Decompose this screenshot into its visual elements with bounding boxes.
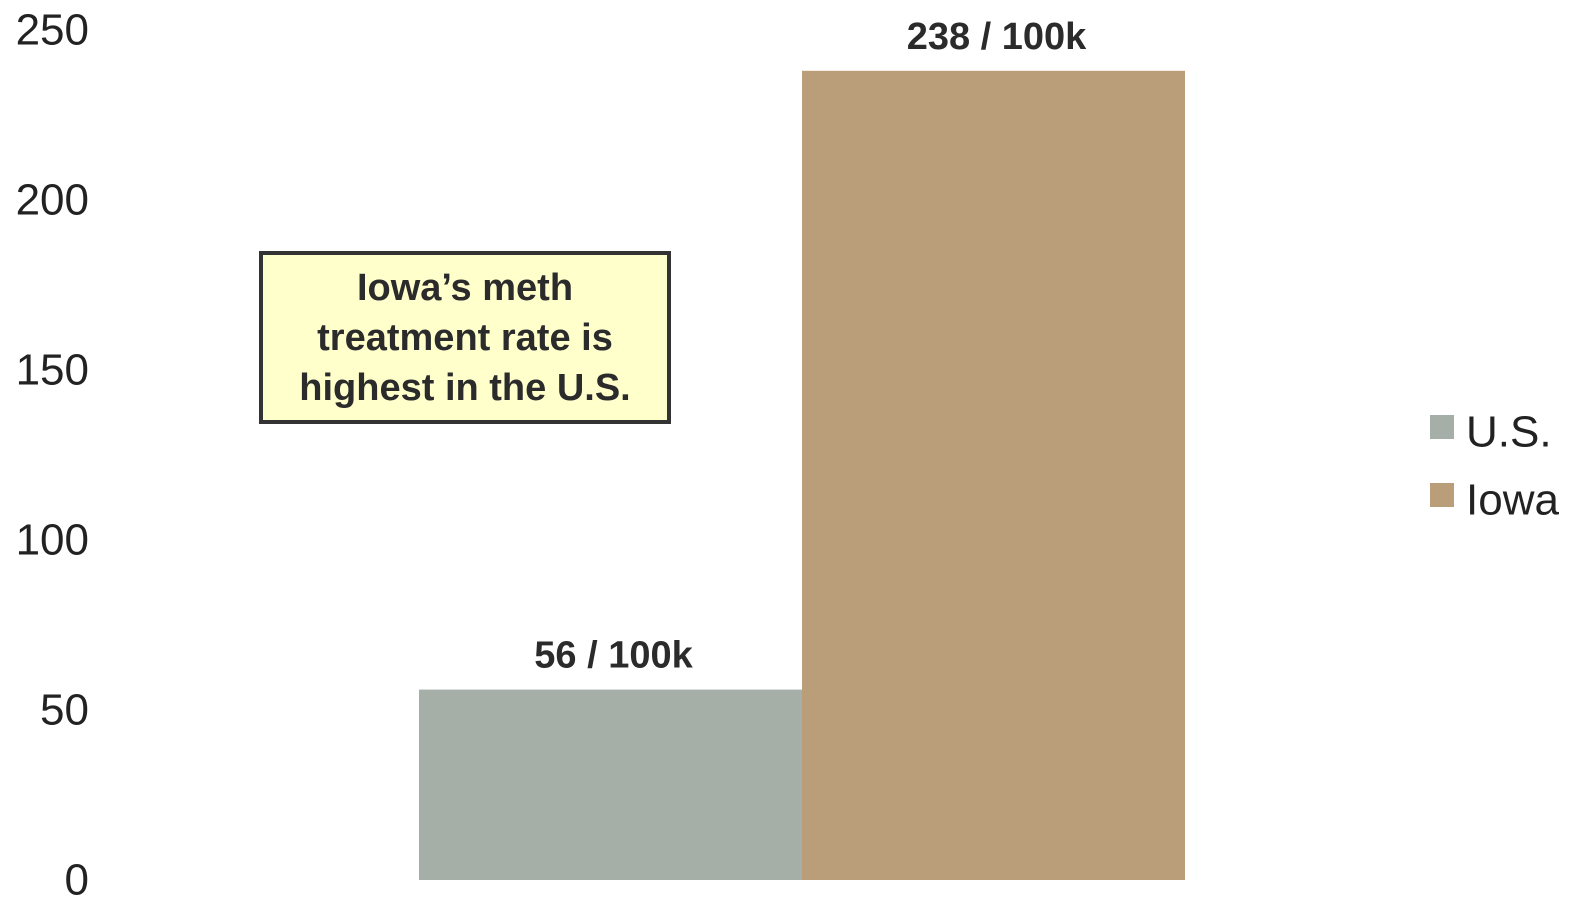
data-label: 56 / 100k	[534, 635, 693, 677]
legend-label: Iowa	[1466, 476, 1559, 525]
annotation-callout: Iowa’s meth treatment rate is highest in…	[259, 251, 671, 424]
y-tick-label: 0	[65, 856, 89, 905]
legend-swatch	[1430, 415, 1454, 439]
legend: U.S. Iowa	[1430, 408, 1559, 525]
legend-label: U.S.	[1466, 408, 1552, 457]
y-tick-label: 250	[16, 6, 89, 55]
data-label: 238 / 100k	[907, 16, 1087, 58]
bar-iowa	[802, 70, 1185, 881]
bars	[419, 70, 1185, 881]
y-tick-label: 200	[16, 176, 89, 225]
y-tick-label: 100	[16, 516, 89, 565]
y-tick-label: 150	[16, 346, 89, 395]
annotation-text: Iowa’s meth treatment rate is highest in…	[299, 266, 631, 409]
data-labels: 56 / 100k 238 / 100k	[534, 16, 1087, 677]
y-axis-ticks: 0 50 100 150 200 250	[16, 6, 89, 905]
bar-u-s	[419, 689, 802, 880]
legend-swatch	[1430, 483, 1454, 507]
y-tick-label: 50	[40, 686, 89, 735]
